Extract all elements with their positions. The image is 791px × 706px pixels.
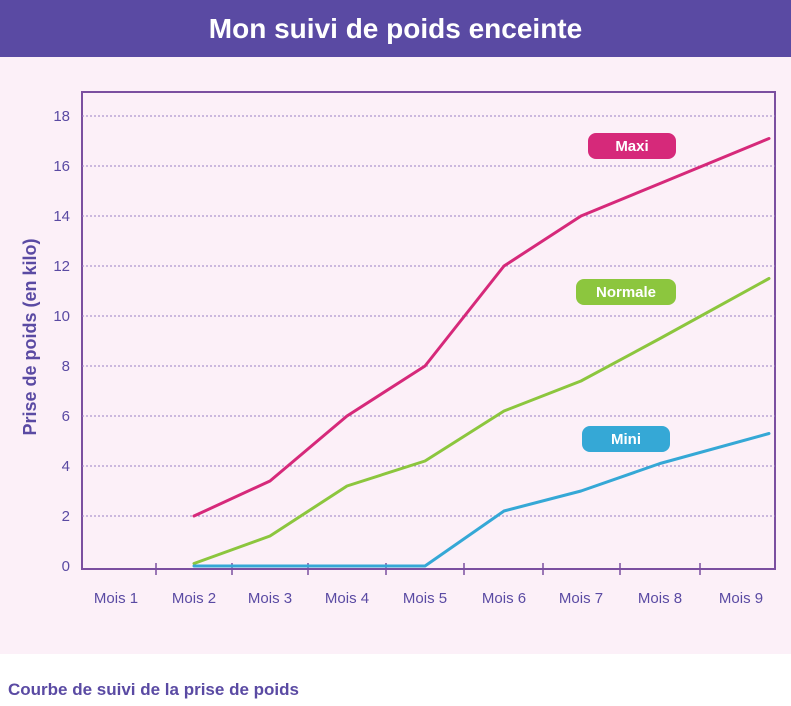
y-tick-label: 12 — [53, 258, 70, 275]
y-tick-label: 2 — [62, 508, 70, 525]
legend-label-mini: Mini — [611, 431, 641, 448]
header-bar: Mon suivi de poids enceinte — [0, 0, 791, 57]
legend-badge-maxi — [588, 133, 676, 159]
x-tick-label: Mois 5 — [403, 590, 447, 607]
y-tick-label: 6 — [62, 408, 70, 425]
chart-area: 0 2 4 6 8 10 12 14 16 18 Mois 1 Mois 2 Mois 3 Mois 4 M… — [0, 57, 791, 654]
y-tick-label: 16 — [53, 158, 70, 175]
x-tick-label: Mois 6 — [482, 590, 526, 607]
y-tick-label: 8 — [62, 358, 70, 375]
series-line-mini — [192, 432, 771, 568]
y-tick-label: 0 — [62, 558, 70, 575]
x-tick-label: Mois 9 — [719, 590, 763, 607]
y-tick-label: 10 — [53, 308, 70, 325]
plot-frame — [81, 91, 776, 570]
series-line-normale — [192, 277, 771, 565]
x-tick-label: Mois 4 — [325, 590, 369, 607]
chart-caption: Courbe de suivi de la prise de poids — [8, 680, 299, 699]
legend-badge-normale — [576, 279, 676, 305]
y-axis-label: Prise de poids (en kilo) — [20, 238, 40, 435]
x-tick-label: Mois 2 — [172, 590, 216, 607]
page-title: Mon suivi de poids enceinte — [208, 12, 583, 44]
legend-badge-mini — [582, 426, 670, 452]
x-tick-label: Mois 1 — [94, 590, 138, 607]
y-tick-label: 14 — [53, 208, 70, 225]
y-tick-label: 18 — [53, 108, 70, 125]
weight-chart: 0 2 4 6 8 10 12 14 16 18 Mois 1 Mois 2 Mois 3 Mois 4 M… — [20, 91, 776, 607]
y-tick-label: 4 — [62, 458, 70, 475]
series-line-maxi — [192, 137, 771, 518]
legend-label-maxi: Maxi — [615, 138, 648, 155]
x-tick-label: Mois 3 — [248, 590, 292, 607]
x-tick-label: Mois 7 — [559, 590, 603, 607]
x-tick-label: Mois 8 — [638, 590, 682, 607]
legend-label-normale: Normale — [596, 284, 656, 301]
